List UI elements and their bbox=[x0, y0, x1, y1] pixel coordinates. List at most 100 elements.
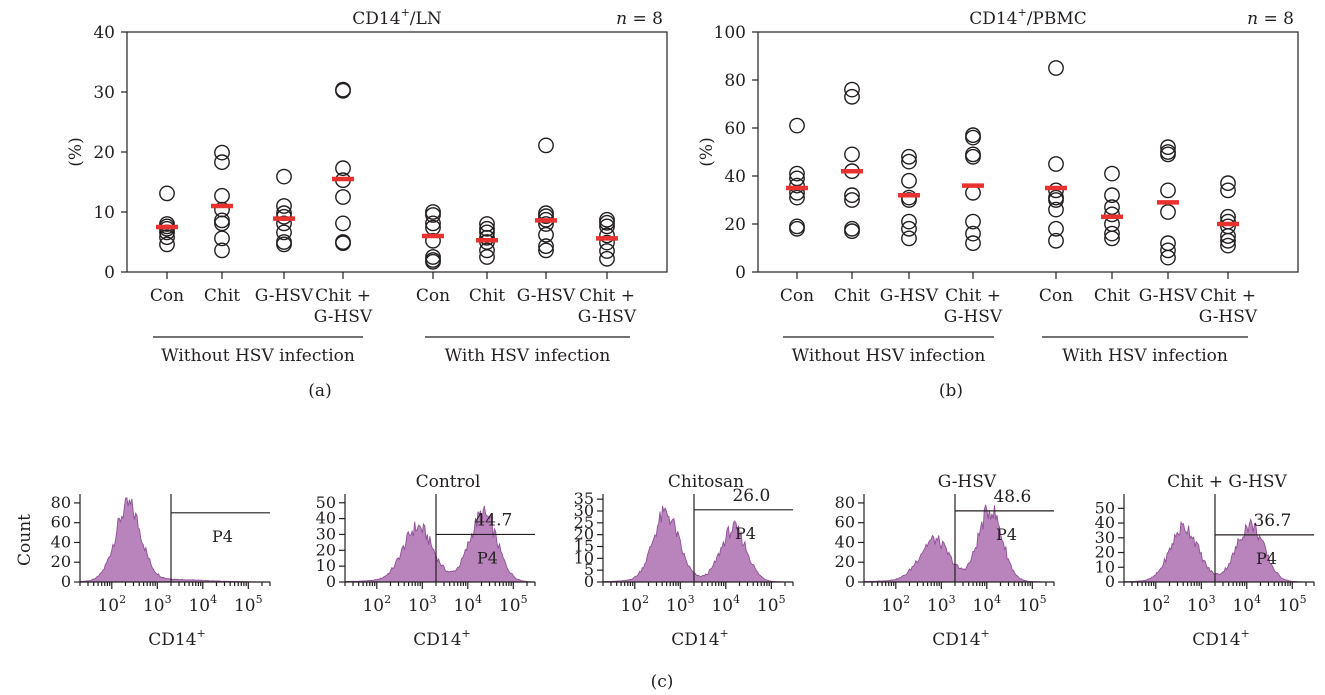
data-point bbox=[1160, 204, 1176, 220]
data-point bbox=[214, 212, 230, 229]
gate-label: P4 bbox=[735, 524, 756, 543]
x-tick-base: 10 bbox=[881, 596, 903, 616]
x-tick-base: 10 bbox=[711, 596, 733, 616]
x-tick-label: 105 bbox=[499, 593, 528, 616]
y-axis-label: (%) bbox=[66, 137, 86, 166]
y-tick-label: 80 bbox=[51, 493, 71, 512]
group-label: With HSV infection bbox=[1062, 346, 1228, 366]
x-tick-exponent: 3 bbox=[165, 593, 172, 606]
data-point bbox=[538, 226, 554, 243]
data-point bbox=[965, 148, 981, 165]
data-point bbox=[1220, 228, 1236, 244]
category-label: Chit + bbox=[315, 286, 371, 306]
panel-label: (c) bbox=[651, 672, 674, 692]
gate-label: P4 bbox=[1256, 549, 1277, 568]
x-tick-base: 10 bbox=[188, 596, 210, 616]
x-tick-exponent: 5 bbox=[1040, 593, 1047, 606]
data-point bbox=[538, 238, 554, 255]
x-axis-label-text: CD14 bbox=[671, 630, 719, 650]
data-point bbox=[479, 242, 495, 259]
data-point bbox=[159, 236, 175, 253]
data-point bbox=[425, 204, 441, 220]
data-point bbox=[599, 214, 615, 231]
histogram-title: Control bbox=[416, 472, 481, 492]
data-point bbox=[214, 154, 230, 171]
data-point bbox=[538, 208, 554, 225]
category-label: Chit bbox=[204, 286, 240, 306]
sample-size-n: n bbox=[1247, 9, 1258, 29]
data-point bbox=[901, 230, 917, 247]
data-point bbox=[1104, 225, 1120, 242]
x-tick-base: 10 bbox=[1232, 596, 1254, 616]
data-point bbox=[1048, 60, 1064, 76]
x-tick-label: 102 bbox=[1141, 593, 1170, 616]
data-point bbox=[214, 144, 230, 161]
x-tick-label: 104 bbox=[453, 593, 482, 616]
y-tick-label: 50 bbox=[316, 493, 336, 512]
data-point bbox=[159, 185, 175, 202]
y-tick-label: 0 bbox=[61, 572, 71, 591]
y-tick-label: 80 bbox=[724, 71, 746, 91]
plot-frame bbox=[126, 31, 668, 273]
x-tick-label: 105 bbox=[1018, 593, 1047, 616]
x-axis-label-superscript: + bbox=[1241, 627, 1250, 640]
x-axis-label-superscript: + bbox=[720, 627, 729, 640]
data-point bbox=[844, 146, 860, 163]
y-tick-label: 20 bbox=[835, 552, 855, 571]
data-point bbox=[425, 253, 441, 270]
title-text: CD14 bbox=[969, 9, 1017, 29]
category-label: G-HSV bbox=[880, 286, 939, 306]
x-tick-label: 102 bbox=[362, 593, 391, 616]
data-point bbox=[901, 172, 917, 189]
y-tick-label: 40 bbox=[1095, 513, 1115, 532]
category-label: G-HSV bbox=[255, 286, 314, 306]
category-label: Chit + bbox=[579, 286, 635, 306]
x-tick-base: 10 bbox=[1278, 596, 1300, 616]
y-tick-label: 10 bbox=[1095, 557, 1115, 576]
category-label: Con bbox=[780, 286, 814, 306]
x-tick-exponent: 3 bbox=[1209, 593, 1216, 606]
y-axis-label: Count bbox=[15, 514, 35, 566]
data-point bbox=[1220, 175, 1236, 192]
data-point bbox=[789, 165, 805, 182]
category-label: Chit + bbox=[1200, 286, 1256, 306]
x-tick-exponent: 2 bbox=[119, 593, 126, 606]
data-point bbox=[789, 189, 805, 206]
category-label: Chit bbox=[1094, 286, 1130, 306]
data-point bbox=[1048, 232, 1064, 249]
x-tick-base: 10 bbox=[453, 596, 475, 616]
x-tick-base: 10 bbox=[757, 596, 779, 616]
data-point bbox=[214, 187, 230, 204]
panel-label: (a) bbox=[308, 381, 331, 401]
x-tick-label: 103 bbox=[408, 593, 437, 616]
x-axis-label-superscript: + bbox=[197, 627, 206, 640]
data-point bbox=[844, 187, 860, 204]
data-point bbox=[1048, 192, 1064, 208]
data-point bbox=[844, 223, 860, 240]
data-point bbox=[789, 184, 805, 201]
data-point bbox=[901, 153, 917, 170]
y-tick-label: 40 bbox=[835, 532, 855, 551]
title-text: /LN bbox=[410, 9, 442, 29]
group-label: With HSV infection bbox=[445, 346, 611, 366]
x-tick-label: 102 bbox=[620, 593, 649, 616]
sample-size-n: n bbox=[616, 9, 627, 29]
y-tick-label: 20 bbox=[316, 540, 336, 559]
y-tick-label: 15 bbox=[574, 537, 594, 556]
y-tick-label: 60 bbox=[835, 513, 855, 532]
data-point bbox=[965, 225, 981, 242]
data-point bbox=[479, 229, 495, 246]
x-tick-label: 103 bbox=[666, 593, 695, 616]
histogram-area bbox=[344, 505, 536, 583]
data-point bbox=[425, 215, 441, 232]
data-point bbox=[335, 189, 351, 205]
gate-percentage: 48.6 bbox=[993, 487, 1031, 507]
histogram-title: G-HSV bbox=[938, 472, 997, 492]
x-tick-label: 105 bbox=[1278, 593, 1307, 616]
y-tick-label: 0 bbox=[104, 263, 115, 283]
data-point bbox=[599, 218, 615, 235]
